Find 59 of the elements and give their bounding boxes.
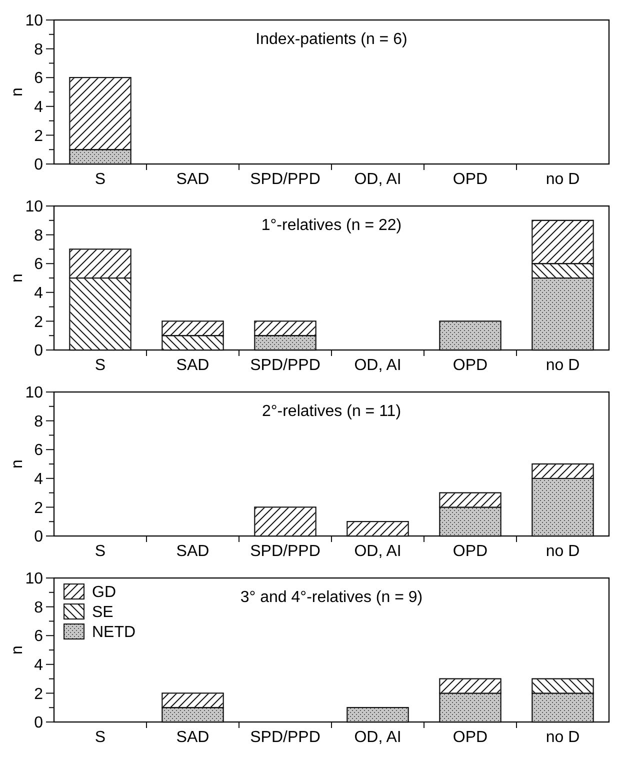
y-axis-title: n bbox=[9, 274, 26, 282]
y-tick-label: 6 bbox=[34, 628, 44, 646]
x-tick-label: OD, AI bbox=[354, 357, 402, 374]
y-tick-label: 8 bbox=[34, 599, 44, 616]
x-tick-label: no D bbox=[546, 729, 580, 746]
x-tick-label: SPD/PPD bbox=[250, 357, 320, 374]
x-tick-label: SPD/PPD bbox=[250, 171, 320, 188]
x-tick-label: S bbox=[94, 357, 106, 374]
y-tick-label: 2 bbox=[34, 500, 44, 517]
x-tick-label: OD, AI bbox=[354, 729, 402, 746]
y-tick-label: 4 bbox=[34, 657, 44, 674]
y-tick-label: 10 bbox=[25, 384, 44, 402]
y-tick-label: 2 bbox=[34, 314, 44, 331]
y-tick-label: 0 bbox=[34, 714, 44, 732]
text: 1°-relatives (n = 22) bbox=[261, 217, 402, 234]
x-tick-label: no D bbox=[546, 357, 580, 374]
y-tick-label: 0 bbox=[34, 156, 44, 174]
y-tick-label: 2 bbox=[34, 128, 44, 145]
y-tick-label: 10 bbox=[25, 12, 44, 30]
y-tick-label: 8 bbox=[34, 413, 44, 430]
x-tick-label: SPD/PPD bbox=[250, 729, 320, 746]
y-tick-label: 2 bbox=[34, 686, 44, 703]
y-axis-title: n bbox=[9, 646, 26, 654]
y-tick-label: 4 bbox=[34, 99, 44, 116]
x-tick-label: SAD bbox=[176, 171, 210, 188]
y-tick-label: 10 bbox=[25, 570, 44, 588]
y-tick-label: 8 bbox=[34, 41, 44, 58]
y-axis-title: n bbox=[9, 88, 26, 96]
y-tick-label: 6 bbox=[34, 442, 44, 460]
legend-label: SE bbox=[92, 604, 114, 621]
text: 2°-relatives (n = 11) bbox=[262, 403, 402, 420]
x-tick-label: S bbox=[94, 171, 106, 188]
x-tick-label: OD, AI bbox=[354, 543, 402, 560]
x-tick-label: OPD bbox=[452, 357, 488, 374]
x-tick-label: no D bbox=[546, 543, 580, 560]
x-tick-label: OPD bbox=[452, 171, 488, 188]
y-tick-label: 4 bbox=[34, 471, 44, 488]
legend-label: GD bbox=[92, 584, 116, 601]
y-tick-label: 8 bbox=[34, 227, 44, 244]
x-tick-label: SAD bbox=[176, 357, 210, 374]
y-tick-label: 0 bbox=[34, 528, 44, 546]
text: Index-patients (n = 6) bbox=[256, 31, 408, 48]
legend-label: NETD bbox=[92, 624, 136, 641]
x-tick-label: SPD/PPD bbox=[250, 543, 320, 560]
x-tick-label: no D bbox=[546, 171, 580, 188]
x-tick-label: SAD bbox=[176, 729, 210, 746]
x-tick-label: OPD bbox=[452, 729, 488, 746]
y-tick-label: 6 bbox=[34, 256, 44, 274]
x-tick-label: SAD bbox=[176, 543, 210, 560]
y-axis-title: n bbox=[9, 460, 26, 468]
x-tick-label: S bbox=[94, 729, 106, 746]
text: 3° and 4°-relatives (n = 9) bbox=[240, 589, 423, 606]
x-tick-label: S bbox=[94, 543, 106, 560]
y-tick-label: 4 bbox=[34, 285, 44, 302]
x-tick-label: OPD bbox=[452, 543, 488, 560]
y-tick-label: 6 bbox=[34, 70, 44, 88]
y-tick-label: 10 bbox=[25, 198, 44, 216]
y-tick-label: 0 bbox=[34, 342, 44, 360]
x-tick-label: OD, AI bbox=[354, 171, 402, 188]
